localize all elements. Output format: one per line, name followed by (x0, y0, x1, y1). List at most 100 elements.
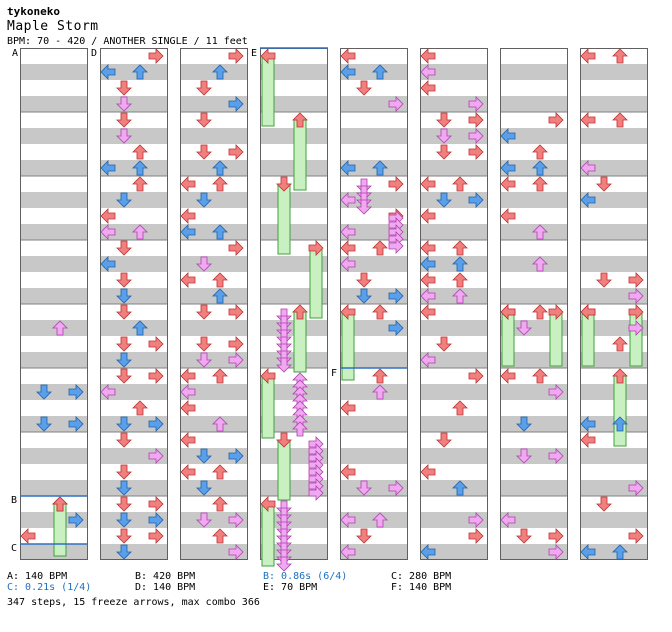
stripe (20, 80, 88, 96)
author-name: tykoneko (7, 5, 60, 18)
step-arrow (116, 240, 132, 256)
stripe (420, 384, 488, 400)
stripe (500, 272, 568, 288)
freeze-arrow (277, 439, 291, 501)
step-arrow (468, 144, 484, 160)
step-arrow (212, 160, 228, 176)
freeze-head (260, 368, 276, 384)
step-arrow (340, 192, 356, 208)
chart-column (500, 48, 568, 560)
freeze-arrow (581, 311, 595, 367)
step-arrow (100, 256, 116, 272)
step-arrow (468, 96, 484, 112)
step-arrow (500, 208, 516, 224)
step-arrow (500, 160, 516, 176)
stripe (580, 256, 648, 272)
step-arrow (100, 208, 116, 224)
step-arrow (180, 432, 196, 448)
step-arrow (148, 48, 164, 64)
step-arrow (228, 336, 244, 352)
stripe (180, 512, 248, 528)
step-arrow (340, 240, 356, 256)
step-arrow (148, 496, 164, 512)
step-arrow (532, 368, 548, 384)
step-arrow (516, 528, 532, 544)
column-border (100, 48, 168, 560)
stripe (500, 464, 568, 480)
song-title: Maple Storm (7, 19, 99, 34)
step-arrow (596, 272, 612, 288)
step-arrow (628, 480, 644, 496)
step-arrow (212, 528, 228, 544)
step-arrow (68, 416, 84, 432)
stripe (100, 352, 168, 368)
freeze-head (308, 240, 324, 256)
step-arrow (388, 320, 404, 336)
freeze-head (276, 176, 292, 192)
stripe (20, 48, 88, 64)
step-arrow (212, 224, 228, 240)
step-arrow (468, 112, 484, 128)
stripe (340, 176, 408, 192)
stripe (420, 432, 488, 448)
stripe (20, 192, 88, 208)
step-arrow (340, 464, 356, 480)
step-arrow (196, 480, 212, 496)
step-arrow (116, 288, 132, 304)
stripe (340, 448, 408, 464)
step-arrow (228, 512, 244, 528)
step-arrow (148, 368, 164, 384)
stripe (340, 320, 408, 336)
stripe (260, 384, 328, 400)
step-arrow (148, 528, 164, 544)
stripe (180, 384, 248, 400)
stripe (420, 128, 488, 144)
step-arrow (180, 464, 196, 480)
stripe (340, 80, 408, 96)
footer-bpm-d: D: 140 BPM (135, 582, 196, 593)
step-arrow (452, 288, 468, 304)
step-arrow (100, 160, 116, 176)
step-arrow (436, 432, 452, 448)
stripe (180, 128, 248, 144)
step-arrow (628, 528, 644, 544)
step-arrow (228, 48, 244, 64)
step-arrow (116, 128, 132, 144)
stripe (100, 80, 168, 96)
stripe (420, 48, 488, 64)
step-arrow (420, 272, 436, 288)
step-arrow (340, 224, 356, 240)
step-arrow (516, 416, 532, 432)
stripe (420, 544, 488, 560)
stripe (500, 480, 568, 496)
stripe (100, 48, 168, 64)
step-arrow (436, 144, 452, 160)
stripe (340, 288, 408, 304)
step-arrow (196, 336, 212, 352)
stripe (20, 336, 88, 352)
stripe (20, 432, 88, 448)
freeze-head (580, 304, 596, 320)
step-arrow (132, 224, 148, 240)
step-arrow (196, 304, 212, 320)
step-arrow (196, 144, 212, 160)
step-arrow (180, 400, 196, 416)
freeze-head (260, 48, 276, 64)
stripe (260, 96, 328, 112)
stripe (500, 192, 568, 208)
step-arrow (388, 288, 404, 304)
footer-bpm-a: A: 140 BPM (7, 571, 68, 582)
stripe (340, 128, 408, 144)
stripe (420, 112, 488, 128)
stripe (100, 496, 168, 512)
stripe (500, 528, 568, 544)
marker-f: F (331, 368, 338, 379)
stripe (340, 336, 408, 352)
stripe (20, 304, 88, 320)
stripe (100, 384, 168, 400)
step-arrow (180, 176, 196, 192)
stripe (580, 64, 648, 80)
freeze-arrow (501, 311, 515, 367)
step-arrow (580, 544, 596, 560)
step-arrow (468, 192, 484, 208)
